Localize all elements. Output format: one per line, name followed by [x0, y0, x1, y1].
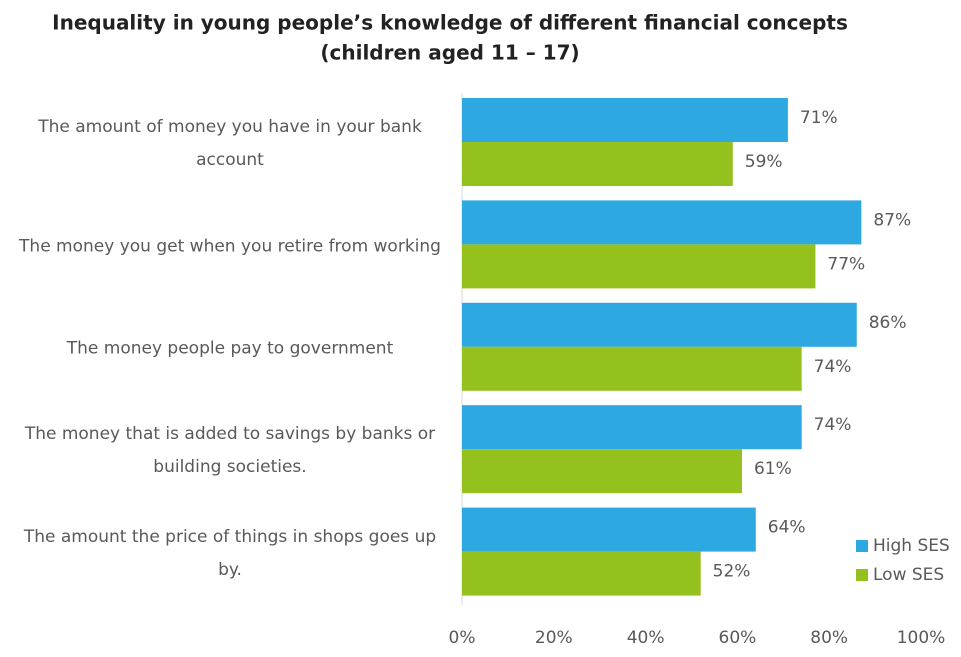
data-label: 74%	[814, 415, 852, 435]
x-tick-label: 60%	[719, 628, 757, 648]
legend-swatch	[856, 569, 868, 581]
x-tick-label: 0%	[449, 628, 476, 648]
bar	[462, 449, 742, 494]
x-tick-label: 100%	[897, 628, 946, 648]
chart-title: Inequality in young people’s knowledge o…	[52, 11, 848, 35]
bar	[462, 200, 862, 245]
bar	[462, 244, 816, 289]
data-label: 74%	[814, 357, 852, 377]
data-label: 64%	[768, 518, 806, 538]
legend-label: High SES	[873, 536, 950, 556]
bar	[462, 405, 802, 450]
y-tick-label: The money people pay to government	[66, 338, 394, 359]
y-tick-label: The money that is added to savings by ba…	[24, 424, 436, 478]
y-tick-label: The amount of money you have in your ban…	[38, 117, 422, 171]
data-label: 77%	[827, 254, 865, 274]
data-label: 71%	[800, 108, 838, 128]
bar	[462, 98, 788, 142]
legend-swatch	[856, 540, 868, 552]
bar	[462, 346, 802, 391]
data-label: 52%	[713, 562, 751, 582]
bar	[462, 551, 701, 596]
data-label: 87%	[873, 210, 911, 230]
chart-subtitle: (children aged 11 – 17)	[320, 41, 579, 65]
x-tick-label: 40%	[627, 628, 665, 648]
bar	[462, 302, 857, 347]
legend-label: Low SES	[873, 565, 944, 585]
data-label: 86%	[869, 313, 907, 333]
data-label: 59%	[745, 152, 783, 172]
y-tick-label: The amount the price of things in shops …	[23, 526, 437, 580]
x-tick-label: 20%	[535, 628, 573, 648]
x-tick-label: 80%	[810, 628, 848, 648]
data-label: 61%	[754, 459, 792, 479]
bar	[462, 142, 733, 186]
bar	[462, 507, 756, 552]
y-tick-label: The money you get when you retire from w…	[19, 236, 441, 257]
